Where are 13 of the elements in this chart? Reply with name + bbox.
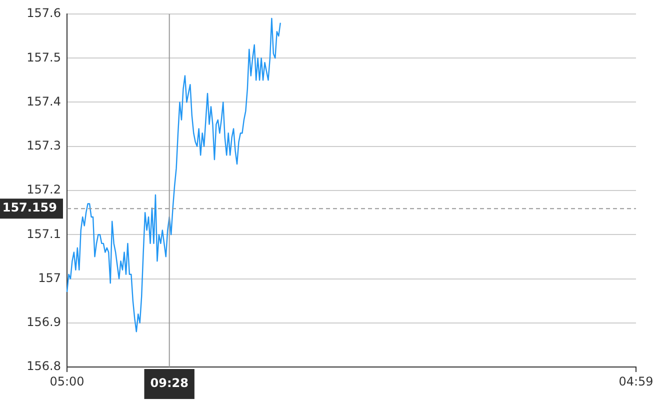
x-tick-label: 09:28 <box>150 376 188 390</box>
x-tick-label: 04:59 <box>618 374 654 388</box>
ref-line-label: 157.159 <box>2 200 57 215</box>
y-tick-label: 157.2 <box>26 182 61 197</box>
x-tick-label: 05:00 <box>50 374 84 388</box>
y-tick-label: 156.8 <box>26 359 61 374</box>
y-tick-label: 157.4 <box>26 94 61 108</box>
y-tick-label: 157.5 <box>26 50 61 64</box>
y-tick-label: 157.6 <box>26 6 61 20</box>
y-tick-label: 157 <box>38 270 61 285</box>
y-tick-label: 157.1 <box>26 226 61 241</box>
y-tick-label: 157.3 <box>26 138 61 152</box>
y-tick-label: 156.9 <box>26 315 61 329</box>
